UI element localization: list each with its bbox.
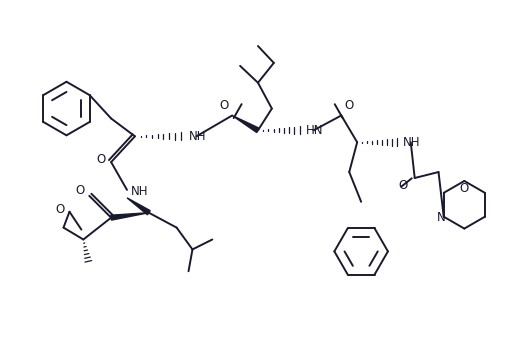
Text: O: O [344, 99, 353, 112]
Text: HN: HN [305, 124, 323, 137]
Text: O: O [55, 203, 64, 216]
Text: N: N [436, 211, 445, 224]
Text: O: O [76, 184, 85, 197]
Polygon shape [111, 213, 148, 220]
Text: NH: NH [188, 130, 206, 143]
Text: O: O [96, 152, 106, 166]
Text: O: O [397, 179, 407, 192]
Text: NH: NH [131, 185, 148, 198]
Polygon shape [127, 198, 150, 215]
Text: O: O [219, 99, 228, 112]
Text: O: O [459, 183, 468, 196]
Polygon shape [232, 115, 259, 132]
Text: NH: NH [402, 136, 420, 149]
